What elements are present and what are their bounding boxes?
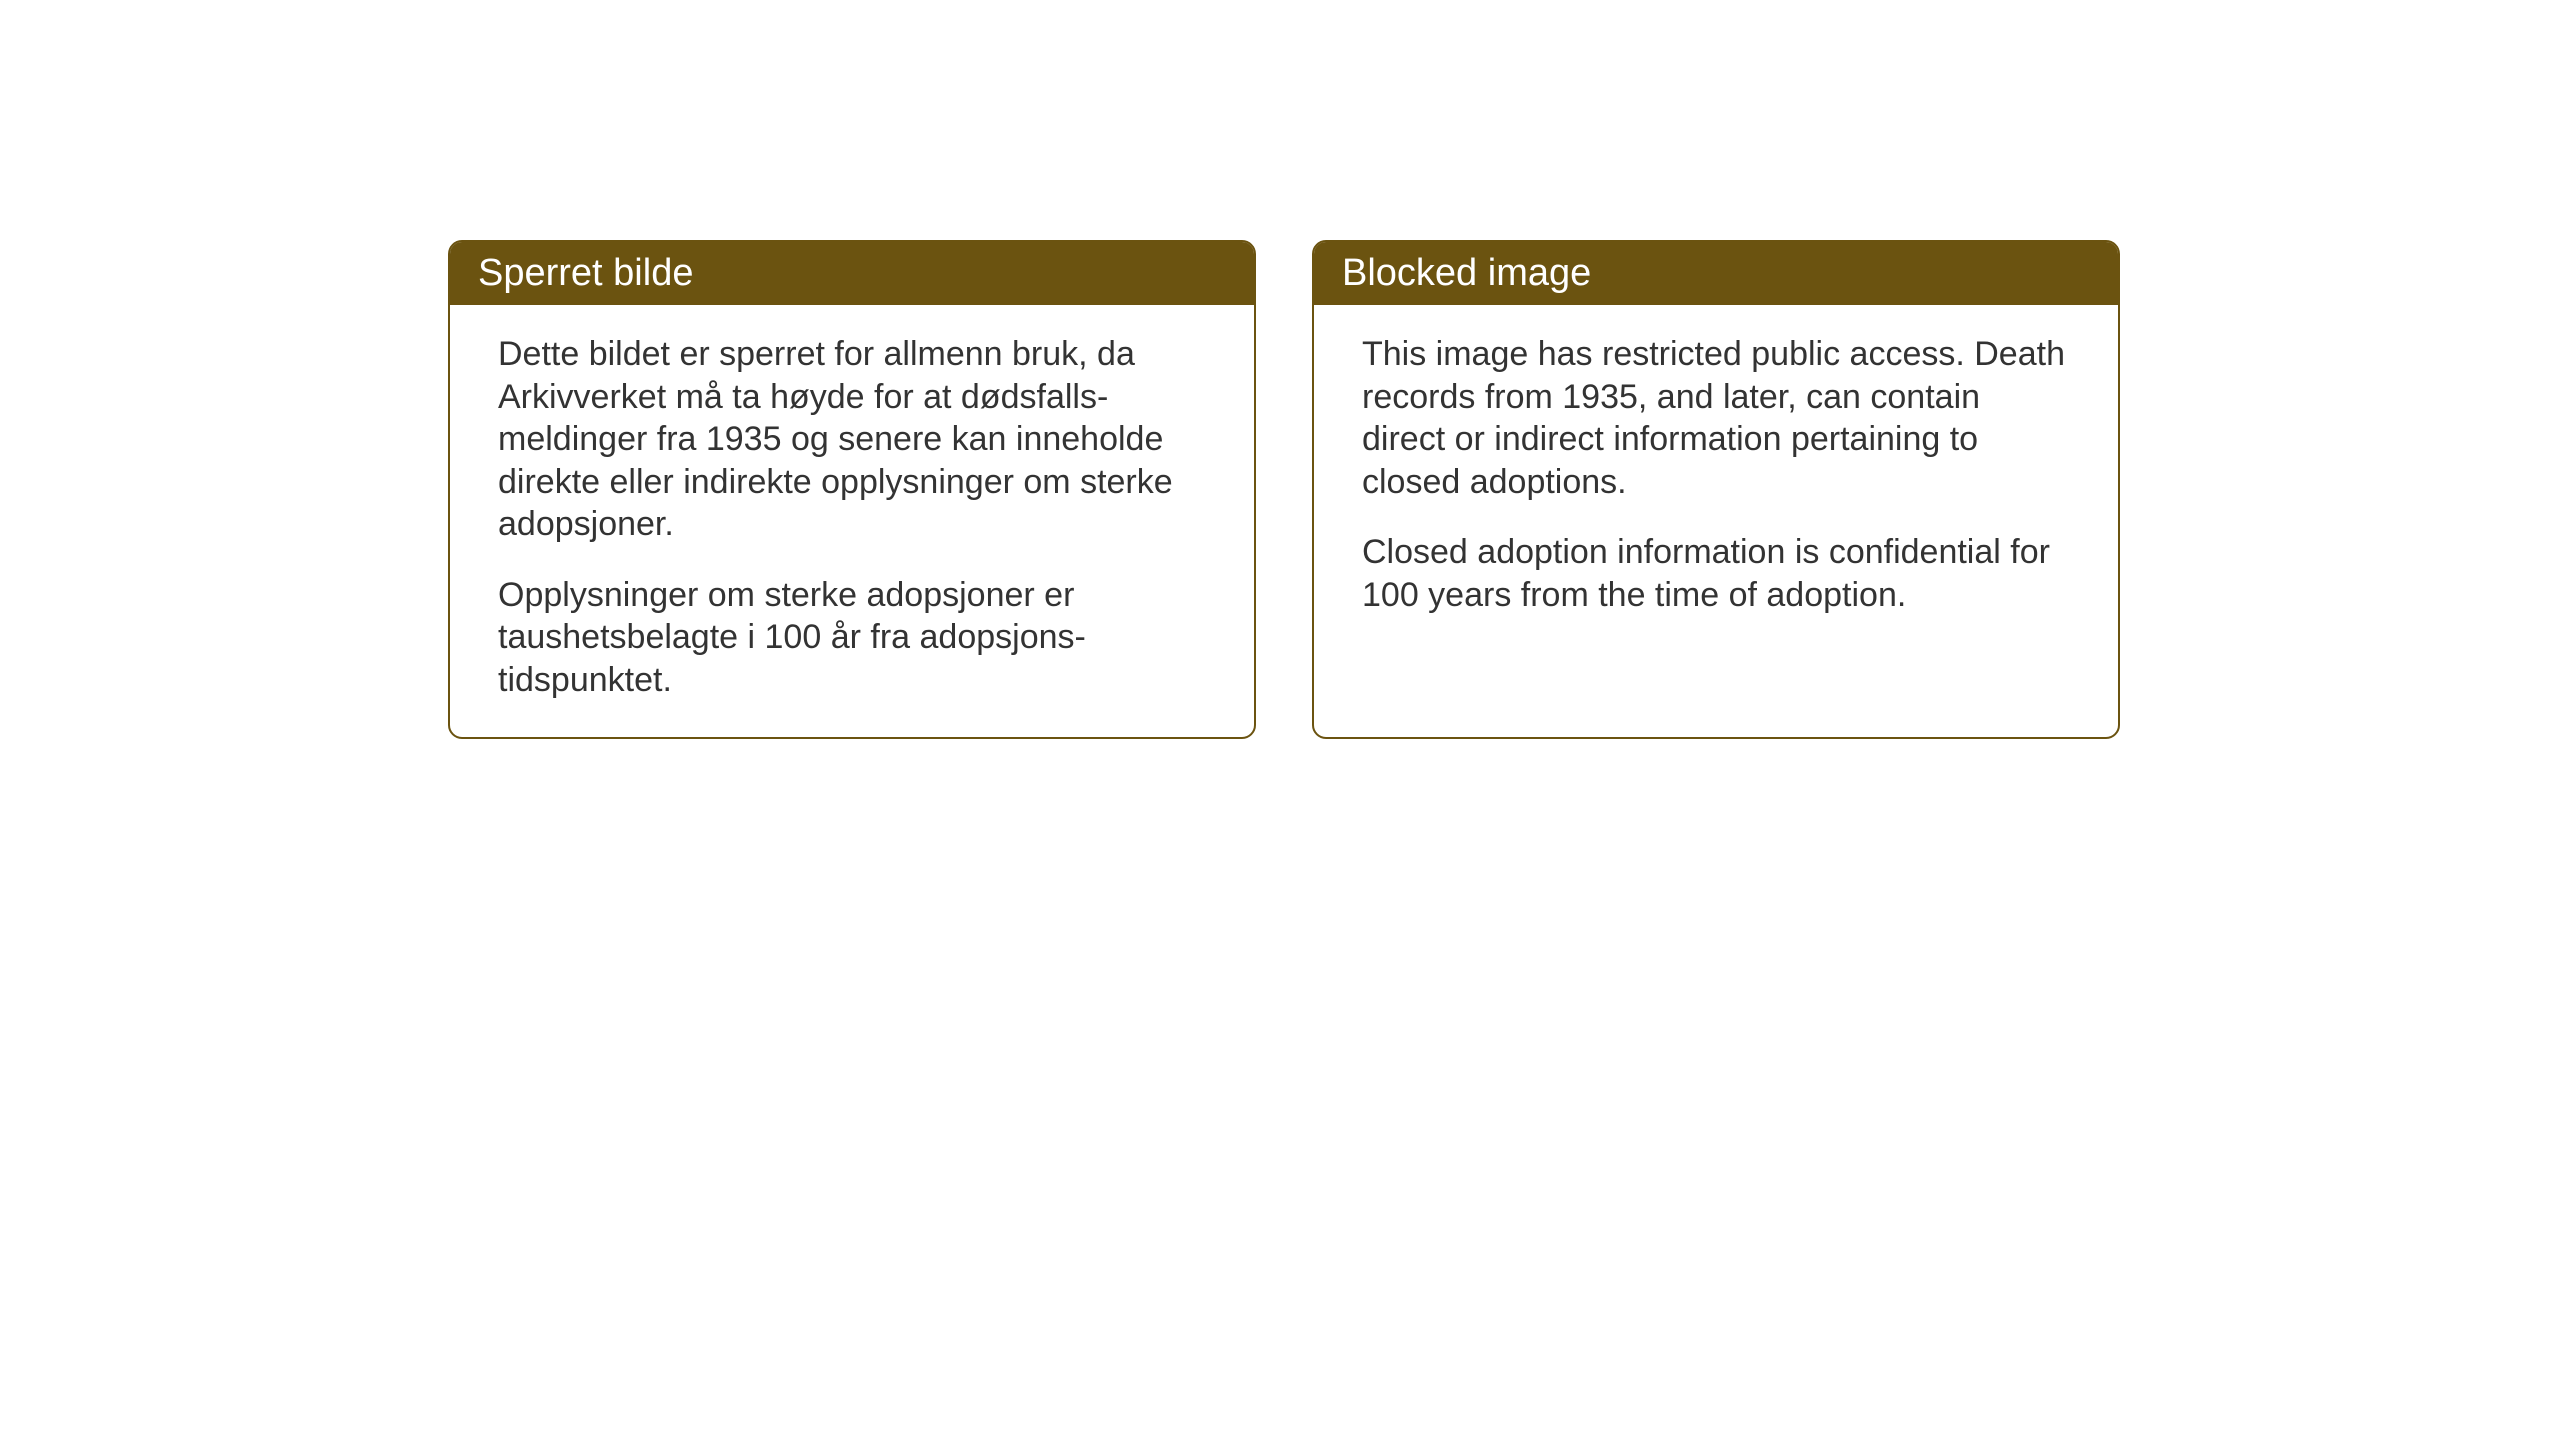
card-paragraph-norwegian-1: Dette bildet er sperret for allmenn bruk…: [498, 333, 1206, 546]
card-body-norwegian: Dette bildet er sperret for allmenn bruk…: [450, 305, 1254, 737]
card-header-norwegian: Sperret bilde: [450, 242, 1254, 305]
card-paragraph-english-1: This image has restricted public access.…: [1362, 333, 2070, 503]
card-title-norwegian: Sperret bilde: [478, 252, 693, 294]
card-paragraph-english-2: Closed adoption information is confident…: [1362, 531, 2070, 616]
card-body-english: This image has restricted public access.…: [1314, 305, 2118, 652]
notice-card-english: Blocked image This image has restricted …: [1312, 240, 2120, 739]
card-header-english: Blocked image: [1314, 242, 2118, 305]
notice-container: Sperret bilde Dette bildet er sperret fo…: [448, 240, 2120, 739]
notice-card-norwegian: Sperret bilde Dette bildet er sperret fo…: [448, 240, 1256, 739]
card-title-english: Blocked image: [1342, 252, 1591, 294]
card-paragraph-norwegian-2: Opplysninger om sterke adopsjoner er tau…: [498, 574, 1206, 702]
